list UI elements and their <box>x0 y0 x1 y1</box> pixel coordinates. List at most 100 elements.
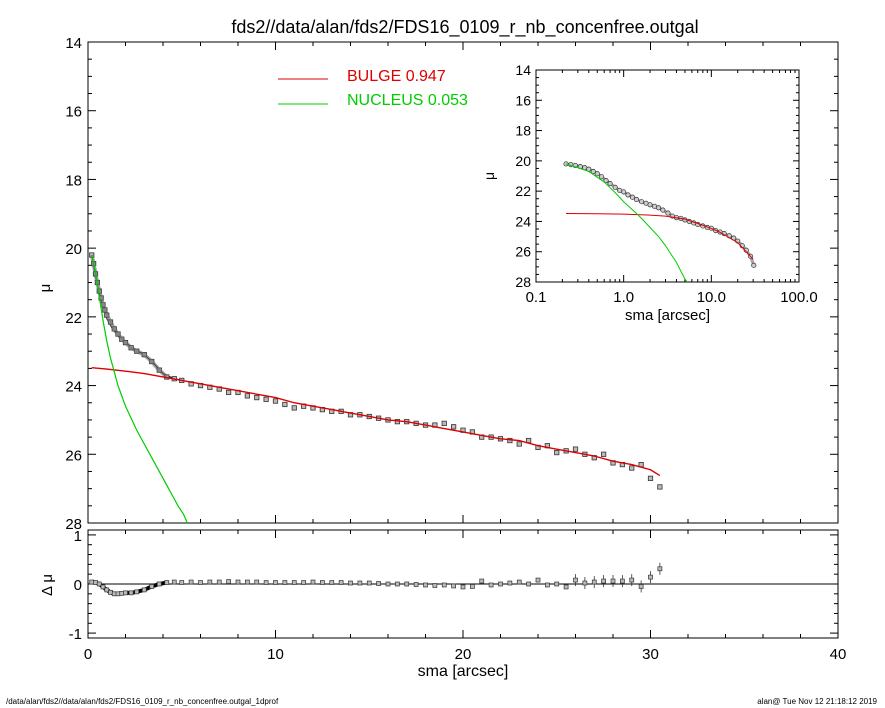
inset-y-tick-label: 16 <box>515 92 531 108</box>
main-data-point <box>647 475 654 481</box>
main-data-point <box>226 389 232 396</box>
main-y-tick-label: 16 <box>65 104 82 121</box>
main-data-point <box>282 401 288 408</box>
residual-point <box>188 579 194 585</box>
residual-x-tick-label: 20 <box>455 646 472 663</box>
residual-point <box>235 579 241 585</box>
inset-frame <box>535 69 800 283</box>
chart-title: fds2//data/alan/fds2/FDS16_0109_r_nb_con… <box>231 17 698 38</box>
residual-point <box>179 580 185 585</box>
residual-x-tick-label: 40 <box>830 646 847 663</box>
residual-point <box>329 580 335 585</box>
inset-data-point <box>629 194 636 200</box>
residual-point <box>282 580 288 585</box>
residual-point <box>507 580 513 586</box>
inset-data-point <box>590 168 596 175</box>
main-data-point <box>601 451 607 457</box>
residual-point <box>171 579 177 585</box>
residual-point <box>100 584 106 590</box>
residual-point <box>526 581 531 587</box>
residual-point <box>291 580 297 585</box>
inset-y-tick-label: 14 <box>515 62 531 78</box>
residual-point <box>226 579 231 584</box>
inset-data-point <box>633 196 640 203</box>
legend-nucleus-label: NUCLEUS 0.053 <box>347 92 468 109</box>
inset-x-tick-label: 100.0 <box>780 289 818 306</box>
residual-point <box>573 577 578 583</box>
main-data-point <box>629 465 635 471</box>
residual-point <box>149 584 155 589</box>
residual-point <box>432 583 438 588</box>
residual-point <box>128 590 134 596</box>
inset-data-point <box>594 171 600 177</box>
residual-point <box>554 581 560 587</box>
main-data-point <box>441 420 447 426</box>
residual-point <box>498 581 503 587</box>
footer-filepath: /data/alan/fds2//data/alan/fds2/FDS16_01… <box>6 697 279 706</box>
inset-data-point <box>656 205 662 211</box>
residual-point <box>141 587 147 593</box>
residual-y-tick-label: 0 <box>74 577 82 594</box>
legend-bulge-label: BULGE 0.947 <box>347 68 446 85</box>
residual-point <box>301 580 306 585</box>
residual-point <box>620 578 625 584</box>
residual-point <box>104 587 110 593</box>
residual-point <box>216 579 222 585</box>
main-data-point <box>572 446 579 452</box>
residual-point <box>451 583 456 589</box>
main-data-point <box>451 424 457 430</box>
residual-point <box>385 581 391 587</box>
inset-panel: 0.1 1.0 10.0 100.0 14 16 18 20 22 24 26 28 sma [arcs… <box>481 62 818 324</box>
main-y-tick-label: 22 <box>65 310 82 327</box>
residual-point <box>610 578 616 584</box>
inset-y-tick-label: 24 <box>515 213 531 229</box>
residual-point <box>479 578 485 584</box>
inset-y-tick-label: 26 <box>515 244 531 260</box>
residual-point <box>404 581 410 587</box>
residual-point <box>348 580 353 586</box>
main-y-axis-label: μ <box>37 284 54 293</box>
inset-data-point <box>647 202 653 208</box>
residual-point <box>338 580 344 585</box>
residual-point <box>657 566 663 572</box>
inset-data-point <box>625 192 631 198</box>
main-y-tick-label: 24 <box>65 379 82 396</box>
main-data-point <box>554 449 560 456</box>
main-y-tick-label: 18 <box>65 172 82 189</box>
residual-point <box>156 581 162 587</box>
main-data-point <box>244 393 250 399</box>
residual-x-tick-label: 0 <box>84 646 92 663</box>
residual-point <box>629 577 635 583</box>
residual-point <box>545 582 550 588</box>
residual-point <box>96 581 102 587</box>
residual-point <box>582 580 588 586</box>
residual-point <box>320 580 325 585</box>
residual-point <box>254 579 260 585</box>
residual-y-tick-label: 1 <box>74 528 82 545</box>
main-data-dense <box>89 254 169 379</box>
residual-point <box>516 579 522 585</box>
legend: BULGE 0.947 NUCLEUS 0.053 <box>278 68 468 109</box>
residual-y-tick-label: -1 <box>69 626 82 643</box>
inset-y-tick-label: 22 <box>515 183 531 199</box>
residual-point <box>460 584 466 590</box>
residual-point <box>441 582 447 588</box>
inset-y-tick-label: 28 <box>515 274 531 290</box>
inset-data-point <box>599 174 605 180</box>
main-data-point <box>272 398 279 404</box>
inset-data-point <box>751 262 757 268</box>
residual-point <box>591 579 597 585</box>
residual-point <box>310 579 316 585</box>
inset-y-tick-label: 20 <box>515 153 531 169</box>
inset-x-tick-label: 1.0 <box>613 289 634 306</box>
residual-point <box>198 580 203 585</box>
residual-x-tick-label: 30 <box>642 646 659 663</box>
inset-x-axis-label: sma [arcsec] <box>625 307 710 324</box>
main-y-tick-label: 26 <box>65 447 82 464</box>
residual-point <box>601 578 606 584</box>
residual-point <box>638 584 644 589</box>
main-nucleus-line <box>91 254 188 524</box>
inset-y-axis-label: μ <box>481 172 497 180</box>
inset-data-point <box>665 210 671 216</box>
